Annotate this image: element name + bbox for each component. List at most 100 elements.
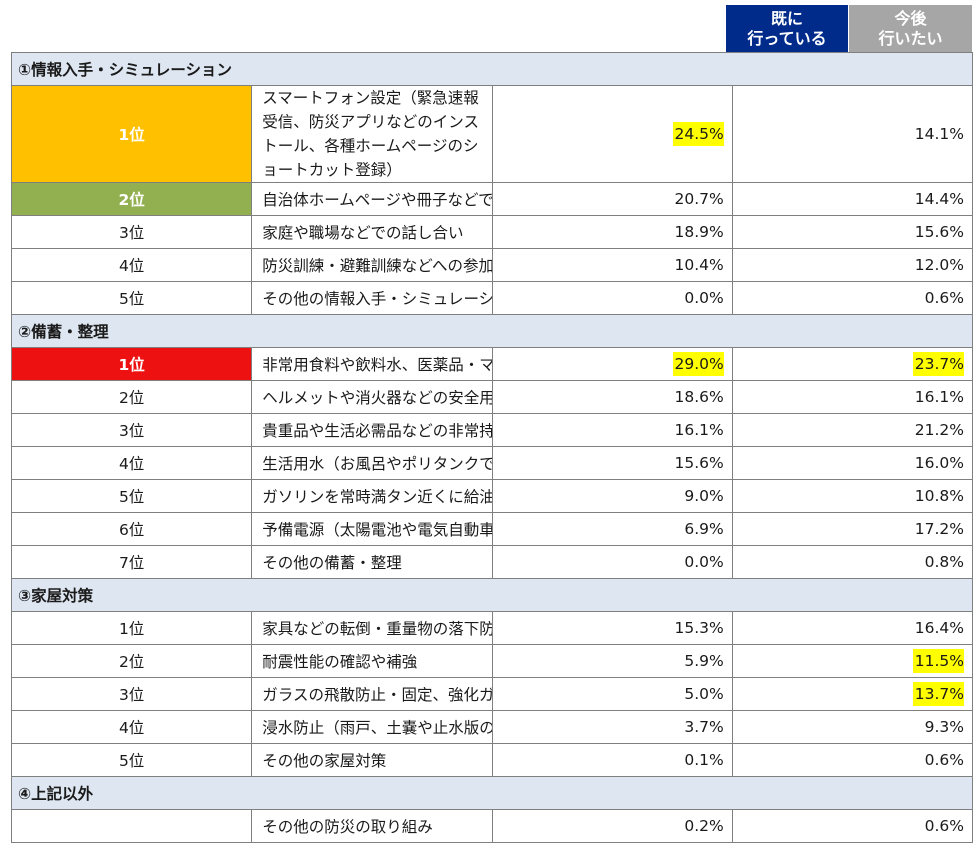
want-to-do-value: 16.1% bbox=[914, 388, 964, 406]
already-doing-value: 0.1% bbox=[684, 751, 724, 769]
want-to-do-cell: 0.6% bbox=[731, 809, 974, 843]
rank-cell: 2位 bbox=[10, 380, 253, 414]
already-doing-cell: 15.6% bbox=[491, 446, 733, 480]
already-doing-cell: 0.0% bbox=[491, 545, 733, 579]
want-to-do-cell: 0.6% bbox=[731, 743, 974, 777]
already-doing-value: 3.7% bbox=[684, 718, 724, 736]
already-doing-value: 15.6% bbox=[674, 454, 724, 472]
rank-badge: 1位 bbox=[10, 85, 253, 183]
already-doing-value: 18.6% bbox=[674, 388, 724, 406]
want-to-do-value: 0.6% bbox=[924, 751, 964, 769]
want-to-do-cell: 14.1% bbox=[731, 85, 974, 183]
already-doing-value: 18.9% bbox=[674, 223, 724, 241]
want-to-do-cell: 14.4% bbox=[731, 182, 974, 216]
want-to-do-cell: 23.7% bbox=[731, 347, 974, 381]
already-doing-value: 5.0% bbox=[684, 685, 724, 703]
rank-cell: 7位 bbox=[10, 545, 253, 579]
column-header-want-to-do-line1: 今後 bbox=[894, 8, 927, 28]
want-to-do-value: 12.0% bbox=[914, 256, 964, 274]
want-to-do-cell: 15.6% bbox=[731, 215, 974, 249]
already-doing-cell: 0.1% bbox=[491, 743, 733, 777]
already-doing-cell: 16.1% bbox=[491, 413, 733, 447]
already-doing-cell: 5.9% bbox=[491, 644, 733, 678]
want-to-do-value: 21.2% bbox=[914, 421, 964, 439]
want-to-do-value: 11.5% bbox=[912, 649, 964, 673]
item-cell: ガラスの飛散防止・固定、強化ガラスの取り付け bbox=[251, 677, 493, 711]
table-row: 2位 耐震性能の確認や補強 5.9% 11.5% bbox=[10, 644, 974, 678]
already-doing-value: 9.0% bbox=[684, 487, 724, 505]
section-title: ①情報入手・シミュレーション bbox=[11, 52, 973, 86]
rank-cell: 1位 bbox=[10, 611, 253, 645]
want-to-do-cell: 21.2% bbox=[731, 413, 974, 447]
section-header-row: ①情報入手・シミュレーション bbox=[11, 52, 973, 86]
rank-cell: 4位 bbox=[10, 710, 253, 744]
already-doing-value: 29.0% bbox=[672, 352, 724, 376]
item-cell: スマートフォン設定（緊急速報受信、防災アプリなどのインストール、各種ホームページ… bbox=[251, 85, 493, 183]
rank-cell bbox=[10, 809, 253, 843]
item-cell: 耐震性能の確認や補強 bbox=[251, 644, 493, 678]
want-to-do-value: 14.4% bbox=[914, 190, 964, 208]
want-to-do-cell: 13.7% bbox=[731, 677, 974, 711]
want-to-do-cell: 17.2% bbox=[731, 512, 974, 546]
rank-cell: 5位 bbox=[10, 743, 253, 777]
section-header-row: ④上記以外 bbox=[11, 776, 973, 810]
want-to-do-value: 16.4% bbox=[914, 619, 964, 637]
item-cell: 非常用食料や飲料水、医薬品・マスク・日用品など bbox=[251, 347, 493, 381]
item-cell: 生活用水（お風呂やポリタンクでの貯水） bbox=[251, 446, 493, 480]
want-to-do-cell: 10.8% bbox=[731, 479, 974, 513]
rank-cell: 2位 bbox=[10, 644, 253, 678]
column-header-want-to-do: 今後 行いたい bbox=[849, 5, 972, 52]
item-cell: その他の備蓄・整理 bbox=[251, 545, 493, 579]
already-doing-cell: 6.9% bbox=[491, 512, 733, 546]
item-cell: 家具などの転倒・重量物の落下防止 bbox=[251, 611, 493, 645]
item-cell: その他の家屋対策 bbox=[251, 743, 493, 777]
already-doing-cell: 29.0% bbox=[491, 347, 733, 381]
want-to-do-value: 10.8% bbox=[914, 487, 964, 505]
column-header-want-to-do-line2: 行いたい bbox=[878, 28, 943, 48]
want-to-do-value: 17.2% bbox=[914, 520, 964, 538]
already-doing-value: 16.1% bbox=[674, 421, 724, 439]
rank-badge: 2位 bbox=[10, 182, 253, 216]
rank-cell: 3位 bbox=[10, 677, 253, 711]
want-to-do-value: 0.6% bbox=[924, 289, 964, 307]
section-title: ②備蓄・整理 bbox=[11, 314, 973, 348]
want-to-do-cell: 0.8% bbox=[731, 545, 974, 579]
rank-badge: 1位 bbox=[10, 347, 253, 381]
already-doing-value: 0.0% bbox=[684, 289, 724, 307]
section-title: ④上記以外 bbox=[11, 776, 973, 810]
section-title: ③家屋対策 bbox=[11, 578, 973, 612]
table-row: 2位ヘルメットや消火器などの安全用具、懐中電灯・ラジオなどの災害対策グッズ 18.… bbox=[10, 380, 974, 414]
already-doing-value: 20.7% bbox=[674, 190, 724, 208]
section-header-row: ③家屋対策 bbox=[11, 578, 973, 612]
rank-cell: 3位 bbox=[10, 413, 253, 447]
already-doing-cell: 20.7% bbox=[491, 182, 733, 216]
already-doing-value: 6.9% bbox=[684, 520, 724, 538]
item-cell: その他の情報入手・シミュレーション bbox=[251, 281, 493, 315]
item-cell: 自治体ホームページや冊子などでの防災情報や被害想定の確認 bbox=[251, 182, 493, 216]
already-doing-cell: 3.7% bbox=[491, 710, 733, 744]
want-to-do-value: 0.6% bbox=[924, 817, 964, 835]
already-doing-value: 0.2% bbox=[684, 817, 724, 835]
table-row: 1位 スマートフォン設定（緊急速報受信、防災アプリなどのインストール、各種ホームペ… bbox=[10, 85, 974, 183]
want-to-do-cell: 0.6% bbox=[731, 281, 974, 315]
already-doing-cell: 24.5% bbox=[491, 85, 733, 183]
want-to-do-cell: 11.5% bbox=[731, 644, 974, 678]
item-cell: 家庭や職場などでの話し合い bbox=[251, 215, 493, 249]
column-header-already-doing-line2: 行っている bbox=[747, 28, 827, 48]
disaster-prevention-table: ①情報入手・シミュレーション 1位 スマートフォン設定（緊急速報受信、防災アプリなど… bbox=[10, 52, 974, 843]
want-to-do-cell: 9.3% bbox=[731, 710, 974, 744]
item-cell: 浸水防止（雨戸、土嚢や止水版の準備、排水溝の掃除） bbox=[251, 710, 493, 744]
want-to-do-cell: 16.1% bbox=[731, 380, 974, 414]
already-doing-cell: 18.6% bbox=[491, 380, 733, 414]
item-cell: 防災訓練・避難訓練などへの参加 bbox=[251, 248, 493, 282]
want-to-do-value: 9.3% bbox=[924, 718, 964, 736]
item-cell: その他の防災の取り組み bbox=[251, 809, 493, 843]
already-doing-value: 5.9% bbox=[684, 652, 724, 670]
want-to-do-cell: 16.0% bbox=[731, 446, 974, 480]
table-row: その他の防災の取り組み 0.2% 0.6% bbox=[10, 809, 974, 843]
already-doing-cell: 15.3% bbox=[491, 611, 733, 645]
